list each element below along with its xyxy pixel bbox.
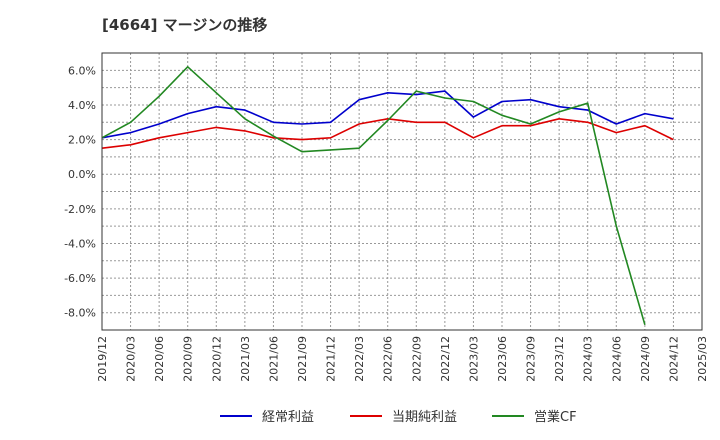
x-tick-label: 2021/03 — [239, 336, 252, 382]
x-tick-label: 2024/03 — [582, 336, 595, 382]
y-tick-label: -6.0% — [64, 272, 96, 285]
legend: 経常利益 当期純利益 営業CF — [220, 409, 577, 425]
x-tick-label: 2023/09 — [525, 336, 538, 382]
y-tick-label: 6.0% — [68, 64, 96, 77]
series-lines — [101, 66, 674, 326]
y-tick-label: -8.0% — [64, 307, 96, 320]
y-tick-label: 0.0% — [68, 168, 96, 181]
legend-item-1: 経常利益 — [220, 410, 314, 425]
legend-label: 当期純利益 — [392, 410, 457, 425]
x-tick-label: 2021/09 — [296, 336, 309, 382]
x-axis: 2019/12 2020/03 2020/06 2020/09 2020/12 2021/… — [96, 336, 709, 382]
series-line-1 — [101, 90, 674, 139]
series-line-2 — [101, 118, 674, 149]
x-tick-label: 2022/06 — [382, 336, 395, 382]
y-tick-label: -4.0% — [64, 237, 96, 250]
y-tick-label: 2.0% — [68, 134, 96, 147]
x-tick-label: 2020/06 — [153, 336, 166, 382]
x-tick-label: 2024/12 — [667, 336, 680, 382]
x-tick-label: 2022/12 — [439, 336, 452, 382]
x-tick-label: 2023/03 — [467, 336, 480, 382]
grid — [101, 52, 703, 331]
x-tick-label: 2023/06 — [496, 336, 509, 382]
x-tick-label: 2023/12 — [553, 336, 566, 382]
legend-item-2: 当期純利益 — [350, 410, 457, 425]
x-tick-label: 2024/09 — [639, 336, 652, 382]
y-tick-label: -2.0% — [64, 203, 96, 216]
legend-label: 営業CF — [534, 409, 577, 425]
x-tick-label: 2020/09 — [182, 336, 195, 382]
x-tick-label: 2024/06 — [610, 336, 623, 382]
x-tick-label: 2025/03 — [696, 336, 709, 382]
series-line-3 — [101, 66, 646, 326]
x-tick-label: 2020/03 — [125, 336, 138, 382]
legend-label: 経常利益 — [262, 410, 314, 425]
x-tick-label: 2022/03 — [353, 336, 366, 382]
x-tick-label: 2021/06 — [267, 336, 280, 382]
x-tick-label: 2020/12 — [210, 336, 223, 382]
chart-title: [4664] マージンの推移 — [102, 16, 268, 34]
y-tick-label: 4.0% — [68, 99, 96, 112]
x-tick-label: 2019/12 — [96, 336, 109, 382]
plot-border — [101, 52, 703, 331]
legend-item-3: 営業CF — [492, 409, 577, 425]
plot-frame — [101, 52, 703, 331]
y-axis: 6.0% 4.0% 2.0% 0.0% -2.0% -4.0% -6.0% -8.0% — [64, 64, 96, 319]
x-tick-label: 2022/09 — [410, 336, 423, 382]
x-tick-label: 2021/12 — [325, 336, 338, 382]
